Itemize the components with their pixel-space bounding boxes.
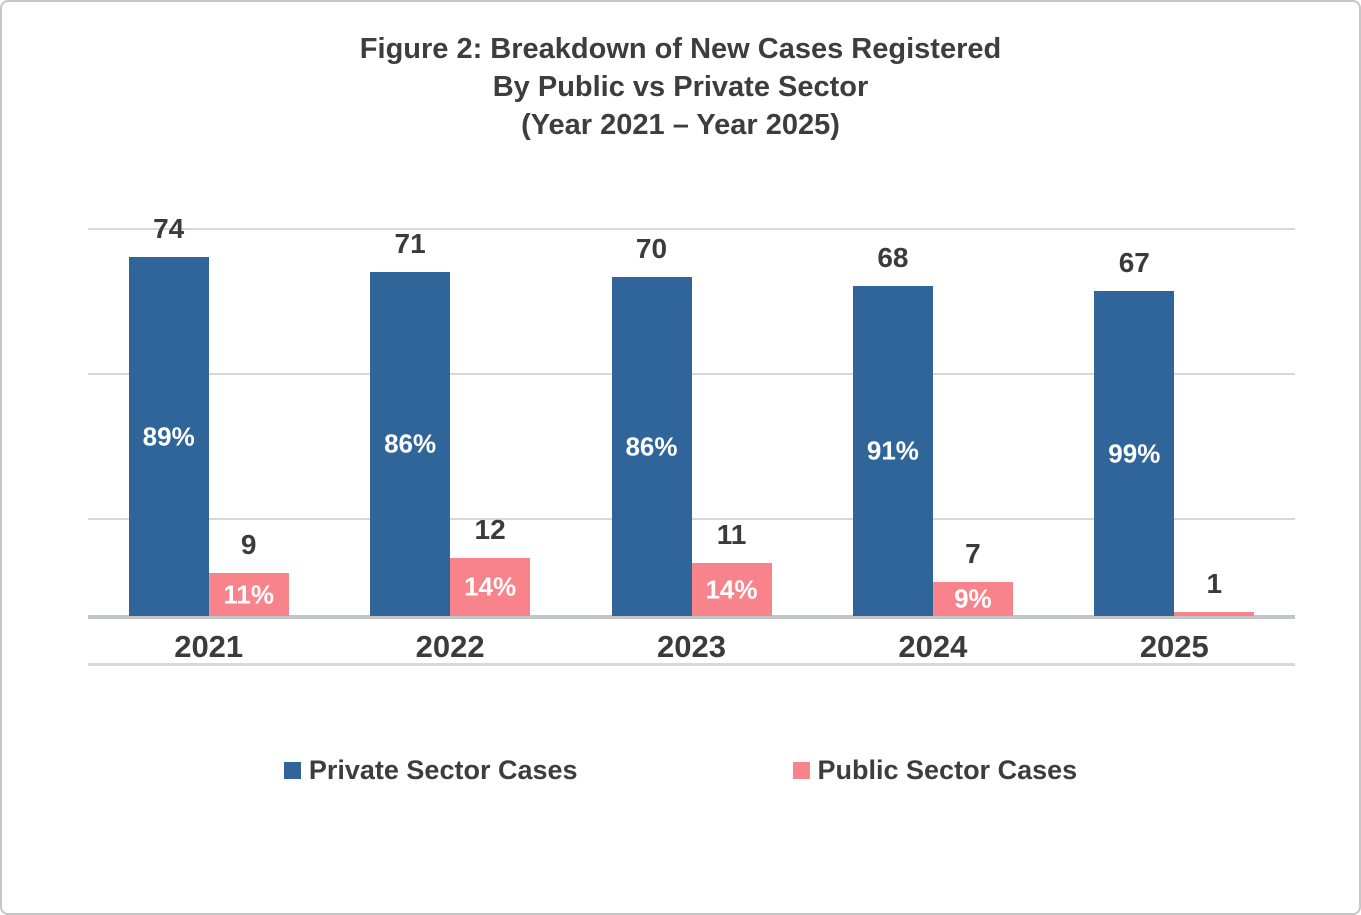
value-label-public-2025: 1	[1206, 567, 1223, 599]
chart-legend: Private Sector Cases Public Sector Cases	[2, 755, 1359, 786]
chart-title-line-2: By Public vs Private Sector	[492, 71, 869, 103]
bar-public-2024	[932, 582, 1013, 617]
value-label-public-2024: 7	[965, 538, 981, 570]
value-label-private-2023: 70	[635, 232, 668, 264]
percent-label-private-2022: 86%	[384, 428, 437, 459]
percent-label-private-2021: 89%	[142, 421, 195, 452]
bar-public-2022	[450, 558, 531, 617]
bar-public-2025	[1174, 611, 1255, 617]
chart-title-line-1: Figure 2: Breakdown of New Cases Registe…	[359, 33, 1002, 65]
chart-title: Figure 2: Breakdown of New Cases Registe…	[2, 30, 1359, 144]
gridline-80	[88, 228, 1295, 230]
legend-swatch-public-icon	[792, 762, 810, 779]
percent-label-public-2024: 9%	[954, 583, 992, 614]
bar-private-2024	[852, 286, 933, 617]
category-label-2023: 2023	[657, 629, 726, 665]
bar-private-2025	[1094, 291, 1175, 617]
legend-label-private: Private Sector Cases	[308, 755, 578, 785]
bar-public-2021	[208, 572, 289, 617]
value-label-private-2022: 71	[394, 227, 426, 259]
percent-label-public-2021: 11%	[223, 579, 274, 610]
chart-title-line-3: (Year 2021 – Year 2025)	[521, 109, 840, 141]
value-label-private-2025: 67	[1118, 247, 1150, 279]
category-label-2022: 2022	[415, 629, 485, 665]
bar-public-2023	[691, 563, 772, 617]
category-label-2025: 2025	[1139, 629, 1209, 665]
percent-label-private-2023: 86%	[625, 431, 678, 461]
value-label-public-2023: 11	[716, 519, 747, 551]
legend-swatch-private-icon	[283, 762, 301, 779]
gridline-20	[88, 518, 1295, 521]
legend-label-public: Public Sector Cases	[817, 755, 1078, 785]
legend-item-public-sector-cases: Public Sector Cases	[792, 755, 1078, 786]
x-axis-line	[88, 615, 1295, 620]
category-label-2021: 2021	[174, 629, 244, 665]
bar-private-2022	[370, 271, 451, 617]
category-label-2024: 2024	[898, 629, 968, 665]
value-label-public-2021: 9	[240, 528, 257, 560]
gridline--10	[88, 663, 1295, 666]
gridline-50	[88, 372, 1295, 375]
percent-label-public-2022: 14%	[464, 571, 517, 602]
percent-label-private-2025: 99%	[1108, 438, 1161, 469]
value-label-public-2022: 12	[474, 514, 506, 546]
legend-item-private-sector-cases: Private Sector Cases	[283, 755, 578, 786]
bar-private-2021	[128, 257, 209, 617]
percent-label-public-2023: 14%	[705, 574, 758, 605]
bar-private-2023	[611, 276, 692, 617]
percent-label-private-2024: 91%	[866, 435, 919, 466]
plot-area: 74 89% 9 11% 2021 71 86% 12 14% 2022 70 86% 11 14% 202…	[88, 213, 1295, 666]
value-label-private-2024: 68	[877, 242, 909, 274]
value-label-private-2021: 74	[153, 213, 185, 245]
